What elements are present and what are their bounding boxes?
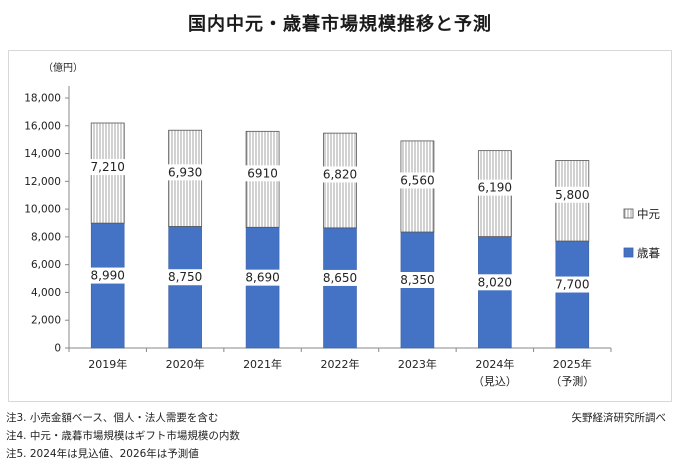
x-category-label: 2024年 [475, 357, 514, 371]
x-category-label: 2025年 [553, 357, 592, 371]
data-label-bg [397, 172, 438, 189]
data-label-seibo: 8,750 [168, 270, 202, 284]
data-label-chugen: 6,560 [400, 173, 434, 187]
data-label-chugen: 6910 [247, 166, 278, 180]
data-label-chugen: 6,930 [168, 165, 202, 179]
y-tick-label: 18,000 [24, 93, 61, 105]
legend-label: 歳暮 [637, 246, 660, 260]
x-category-label: 2021年 [243, 357, 282, 371]
bar-seibo [90, 222, 125, 349]
y-tick-label: 14,000 [24, 148, 61, 160]
data-label-bg [87, 159, 128, 176]
x-category-label: 2023年 [398, 357, 437, 371]
bar-seibo [478, 236, 512, 349]
data-label-bg [242, 269, 283, 286]
legend-swatch [623, 208, 634, 219]
bar-seibo [168, 226, 202, 349]
data-label-bg [165, 164, 206, 181]
data-label-seibo: 8,690 [245, 271, 279, 285]
legend-swatch [623, 247, 634, 258]
bar-seibo [323, 227, 357, 349]
data-label-bg [165, 269, 206, 286]
data-label-seibo: 8,350 [400, 273, 434, 287]
y-tick-label: 0 [54, 343, 61, 355]
data-label-chugen: 7,210 [91, 160, 125, 174]
x-category-label: 2022年 [321, 357, 360, 371]
note-4: 注4. 中元・歳暮市場規模はギフト市場規模の内数 [6, 430, 240, 442]
data-label-seibo: 8,990 [91, 269, 125, 283]
x-category-sublabel: （予測） [550, 374, 594, 388]
bar-seibo [400, 231, 435, 349]
y-tick-label: 6,000 [31, 259, 61, 271]
data-label-bg [474, 274, 515, 291]
data-label-bg [242, 165, 283, 182]
data-label-chugen: 6,190 [478, 181, 512, 195]
data-label-chugen: 6,820 [323, 168, 357, 182]
chart-area: （億円） 0 2,000 4,000 6,000 8,000 10,000 12,000 14,… [8, 50, 672, 402]
data-label-seibo: 8,650 [323, 271, 357, 285]
x-category-label: 2020年 [166, 357, 205, 371]
data-label-bg [87, 267, 128, 284]
bar-seibo [555, 240, 590, 349]
stacked-bar-chart: （億円） 0 2,000 4,000 6,000 8,000 10,000 12,000 14,… [24, 61, 660, 388]
data-label-seibo: 8,020 [478, 275, 512, 289]
data-label-bg [474, 179, 515, 196]
y-tick-label: 10,000 [24, 204, 61, 216]
x-category-label: 2019年 [88, 357, 127, 371]
data-label-bg [552, 276, 593, 293]
y-tick-label: 16,000 [24, 120, 61, 132]
data-label-seibo: 7,700 [555, 278, 589, 292]
note-5: 注5. 2024年は見込値、2026年は予測値 [6, 448, 199, 460]
y-tick-label: 4,000 [31, 287, 61, 299]
note-3: 注3. 小売金額ベース、個人・法人需要を含む [6, 412, 219, 424]
source-credit: 矢野経済研究所調べ [571, 412, 667, 424]
legend-label: 中元 [637, 207, 660, 221]
y-tick-label: 12,000 [24, 176, 61, 188]
x-category-sublabel: （見込） [473, 375, 517, 388]
chart-title: 国内中元・歳暮市場規模推移と予測 [188, 14, 492, 35]
bar-seibo [245, 227, 280, 349]
y-axis-unit-label: （億円） [43, 61, 83, 74]
y-tick-label: 2,000 [31, 315, 61, 327]
data-label-bg [320, 166, 360, 183]
data-label-bg [397, 272, 438, 289]
y-tick-label: 8,000 [31, 231, 61, 243]
data-label-chugen: 5,800 [555, 188, 589, 202]
data-label-bg [320, 269, 360, 286]
data-label-bg [552, 186, 593, 203]
